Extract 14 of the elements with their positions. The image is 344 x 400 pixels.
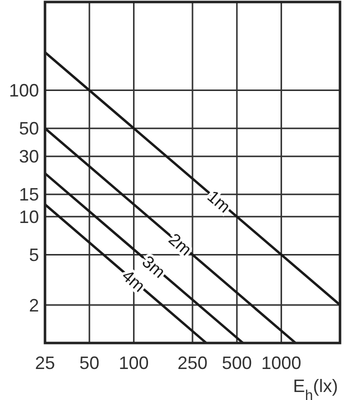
- x-axis-title: E$_{h}$(lx): [292, 376, 338, 400]
- y-tick-label: 5: [28, 244, 39, 265]
- y-tick-label: 50: [18, 118, 39, 139]
- y-tick-label: 2: [28, 295, 39, 316]
- y-tick-label: 100: [8, 80, 39, 101]
- x-tick-label: 100: [118, 353, 149, 373]
- x-tick-label: 250: [177, 353, 208, 373]
- x-tick-label: 25: [34, 353, 56, 373]
- x-tick-label: 50: [79, 353, 100, 373]
- y-tick-label: 15: [18, 184, 39, 205]
- y-tick-label: 30: [18, 146, 39, 167]
- x-tick-label: 500: [222, 353, 252, 373]
- x-tick-label: 1000: [261, 353, 302, 373]
- y-tick-label: 10: [18, 206, 39, 227]
